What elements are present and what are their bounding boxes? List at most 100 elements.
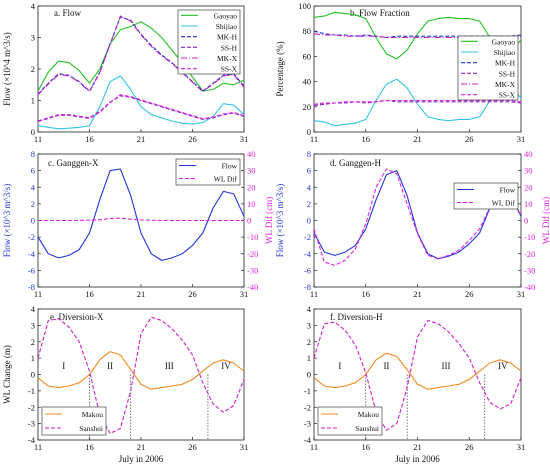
y-tick-label: -6 xyxy=(28,265,35,275)
y2-tick-label: 30 xyxy=(524,166,533,176)
x-tick-label: 11 xyxy=(310,442,318,452)
y-tick-label: 4 xyxy=(307,182,312,192)
legend-label: SS-X xyxy=(221,65,238,74)
y-axis-label: Percentage (%) xyxy=(275,41,285,96)
legend: Gaoyao Shijiao MK-HSS-H MK-X SS-X xyxy=(177,9,241,75)
legend: Gaoyao Shijiao MK-HSS-H MK-X SS-X xyxy=(457,35,519,101)
y2-tick-label: 20 xyxy=(524,182,533,192)
y-tick-label: 80 xyxy=(303,26,312,36)
y-tick-label: 2 xyxy=(31,199,35,209)
series-line-mk-x xyxy=(37,15,245,96)
y-tick-label: -4 xyxy=(28,249,36,259)
legend-label: Flow xyxy=(222,162,238,171)
series-line-mk-h xyxy=(313,30,522,39)
y-tick-label: 0 xyxy=(31,370,35,380)
y2-tick-label: 30 xyxy=(247,166,256,176)
x-tick-label: 16 xyxy=(85,134,94,144)
legend: Flow WL Dif xyxy=(453,182,519,210)
y-tick-label: -2 xyxy=(304,232,311,242)
series-line-ss-x xyxy=(37,94,245,123)
legend-label: WL Dif xyxy=(214,175,238,184)
period-label: IV xyxy=(221,361,231,371)
y2-axis-label: WL Dif (cm) xyxy=(264,197,274,244)
y2-tick-label: 40 xyxy=(247,149,256,159)
y2-tick-label: -40 xyxy=(247,282,258,292)
chart-panel-3: 11 16 21 26 31-8-6-4-202468-40-30-20-1001020… xyxy=(2,149,274,299)
y-tick-label: 40 xyxy=(303,77,312,87)
chart-title: c. Ganggen-X xyxy=(48,158,99,168)
y-tick-label: 1 xyxy=(307,353,311,363)
x-tick-label: 21 xyxy=(137,442,146,452)
x-tick-label: 11 xyxy=(34,289,42,299)
y-tick-label: -4 xyxy=(304,435,312,445)
series-line-flow xyxy=(313,170,522,260)
chart-panel-2: 11 16 21 26 31 0 20 40 60 80 100 Percentage (%) b. F… xyxy=(275,1,525,144)
legend-label: Sanshui xyxy=(355,424,379,433)
y-tick-label: 4 xyxy=(31,1,36,11)
y-axis-label: Flow (×10^4 m^3/s) xyxy=(2,32,12,106)
x-tick-label: 21 xyxy=(413,134,422,144)
y-tick-label: 3 xyxy=(307,320,311,330)
y-tick-label: 0 xyxy=(307,370,311,380)
legend-label: WL Dif xyxy=(492,199,516,208)
y-tick-label: -3 xyxy=(304,419,311,429)
y-tick-label: 6 xyxy=(31,166,35,176)
legend-label: Makou xyxy=(82,410,103,419)
y-tick-label: 100 xyxy=(298,1,311,11)
legend: Makou Sanshui xyxy=(41,406,107,436)
period-label: I xyxy=(62,361,65,371)
chart-panel-6: 11 16 21 26 31 -4 -3 -2 -1 0 1 2 3 4 July in 2006 f. Di… xyxy=(304,304,525,464)
y2-axis-label: WL Dif (cm) xyxy=(541,197,550,244)
legend-label: SS-H xyxy=(499,69,516,78)
x-axis-label: July in 2006 xyxy=(119,454,164,464)
y-tick-label: 2 xyxy=(307,337,311,347)
legend: Makou Sanshui xyxy=(317,406,383,436)
y-tick-label: 0 xyxy=(31,216,35,226)
y-tick-label: -1 xyxy=(28,386,35,396)
y-tick-label: 4 xyxy=(307,304,312,314)
legend-box xyxy=(177,9,241,75)
legend: Flow WL Dif xyxy=(175,158,241,186)
y2-tick-label: 40 xyxy=(524,149,533,159)
series-line-wl-dif xyxy=(313,168,522,266)
y-tick-label: 3 xyxy=(31,320,35,330)
series-line-mk-h xyxy=(37,16,245,95)
y-tick-label: -2 xyxy=(28,232,35,242)
legend-box xyxy=(41,406,107,436)
period-label: III xyxy=(441,361,450,371)
legend-box xyxy=(317,406,383,436)
x-tick-label: 31 xyxy=(517,442,526,452)
series-line-mk-x xyxy=(313,33,522,39)
legend-label: Makou xyxy=(358,410,379,419)
legend-label: SS-X xyxy=(499,91,516,100)
x-tick-label: 31 xyxy=(240,134,249,144)
y-tick-label: -1 xyxy=(304,386,311,396)
chart-panel-4: 11 16 21 26 31-8-6-4-202468-40-30-20-1001020… xyxy=(275,149,550,299)
x-tick-label: 16 xyxy=(85,289,94,299)
x-tick-label: 26 xyxy=(465,442,474,452)
chart-title: b. Flow Fraction xyxy=(350,8,410,18)
y-tick-label: 8 xyxy=(307,149,311,159)
x-tick-label: 31 xyxy=(517,289,526,299)
x-tick-label: 11 xyxy=(34,442,42,452)
x-tick-label: 11 xyxy=(34,134,42,144)
x-tick-label: 21 xyxy=(413,442,422,452)
x-tick-label: 16 xyxy=(362,442,371,452)
x-axis-label: July in 2006 xyxy=(395,454,440,464)
series-line-shijiao xyxy=(313,78,522,127)
series-line-makou xyxy=(37,351,245,390)
legend-label: SS-H xyxy=(221,43,238,52)
legend-box xyxy=(457,35,519,101)
period-label: II xyxy=(383,361,389,371)
legend-label: Shijiao xyxy=(494,48,516,57)
y-tick-label: 1 xyxy=(31,96,35,106)
y-tick-label: 60 xyxy=(303,51,312,61)
y-tick-label: -4 xyxy=(28,435,36,445)
y2-tick-label: -30 xyxy=(524,265,535,275)
legend-box xyxy=(175,158,241,186)
legend-label: MK-X xyxy=(217,54,238,63)
period-label: III xyxy=(165,361,174,371)
y-tick-label: -2 xyxy=(304,402,311,412)
y-axis-label: Flow (×10^3 m^3/s) xyxy=(2,184,12,258)
series-line-wl-dif xyxy=(38,217,244,222)
